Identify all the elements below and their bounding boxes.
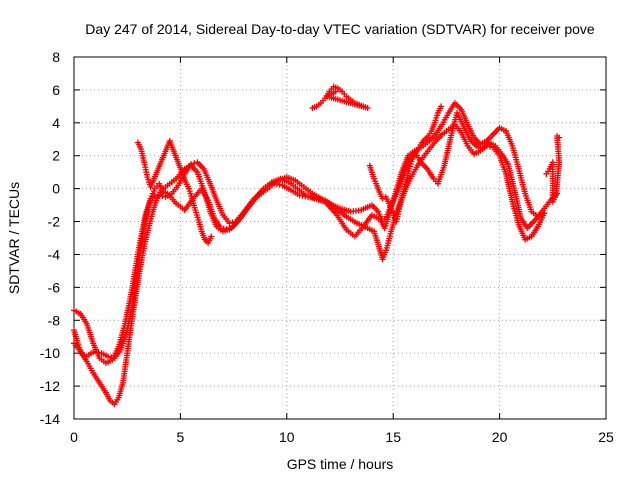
y-tick-labels: -14 -12 -10 -8 -6 -4 -2 0 2 4 6 8 <box>40 49 60 427</box>
data-point <box>95 349 102 356</box>
data-point <box>332 88 339 95</box>
y-axis-label: SDTVAR / TECUs <box>6 182 22 294</box>
plot-frame <box>73 56 607 420</box>
y-tick-label: -10 <box>40 345 60 361</box>
data-point <box>191 160 198 167</box>
data-point <box>438 103 445 110</box>
data-point <box>208 233 215 240</box>
data-point <box>105 353 112 360</box>
x-tick-label: 0 <box>70 429 78 445</box>
y-tick-label: -14 <box>40 411 60 427</box>
y-tick-label: -8 <box>48 312 61 328</box>
y-tick-label: -2 <box>48 214 61 230</box>
data-point <box>537 211 544 218</box>
y-tick-label: -4 <box>48 246 61 262</box>
y-tick-label: -6 <box>48 279 61 295</box>
y-tick-label: 2 <box>52 148 60 164</box>
x-tick-label: 5 <box>177 429 185 445</box>
data-point <box>92 348 99 355</box>
y-tick-label: 0 <box>52 181 60 197</box>
data-point <box>541 210 548 217</box>
y-tick-label: 4 <box>52 115 60 131</box>
x-tick-label: 25 <box>598 429 614 445</box>
x-tick-labels: 0 5 10 15 20 25 <box>70 429 614 445</box>
x-tick-label: 15 <box>385 429 401 445</box>
y-tick-label: 8 <box>52 49 60 65</box>
data-point <box>108 354 115 361</box>
x-tick-label: 10 <box>279 429 295 445</box>
x-axis-label: GPS time / hours <box>287 456 394 472</box>
y-tick-label: 6 <box>52 82 60 98</box>
data-points <box>71 83 563 408</box>
chart-title: Day 247 of 2014, Sidereal Day-to-day VTE… <box>85 21 595 37</box>
x-tick-label: 20 <box>492 429 508 445</box>
data-point <box>226 220 233 227</box>
axis-ticks <box>73 56 607 420</box>
y-tick-label: -12 <box>40 378 60 394</box>
data-point <box>556 134 563 141</box>
